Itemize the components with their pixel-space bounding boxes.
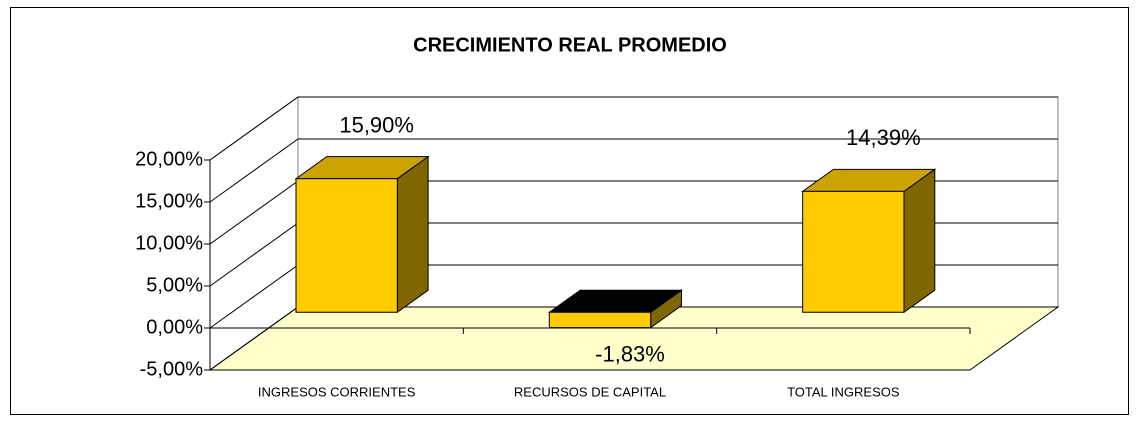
value-label: 15,90% — [339, 113, 414, 138]
y-tick-label: -5,00% — [140, 358, 204, 380]
y-tick-label: 15,00% — [135, 190, 203, 212]
y-tick-label: 20,00% — [135, 148, 203, 170]
grid-line — [209, 138, 1058, 203]
x-tick-label: TOTAL INGRESOS — [787, 384, 900, 399]
y-tick-label: 5,00% — [146, 274, 203, 296]
bar — [802, 190, 905, 313]
bar — [295, 178, 398, 313]
chart-title: CRECIMIENTO REAL PROMEDIO — [413, 34, 727, 56]
x-tick-label: RECURSOS DE CAPITAL — [514, 384, 666, 399]
bar-side — [903, 168, 936, 314]
x-tick-label: INGRESOS CORRIENTES — [258, 384, 416, 399]
value-label: 14,39% — [846, 125, 921, 150]
bar — [548, 311, 652, 329]
bar-side — [396, 155, 429, 314]
y-tick-label: 10,00% — [135, 232, 203, 254]
value-label: -1,83% — [595, 341, 665, 366]
y-tick-label: 0,00% — [146, 316, 203, 338]
grid-line — [209, 96, 1058, 161]
